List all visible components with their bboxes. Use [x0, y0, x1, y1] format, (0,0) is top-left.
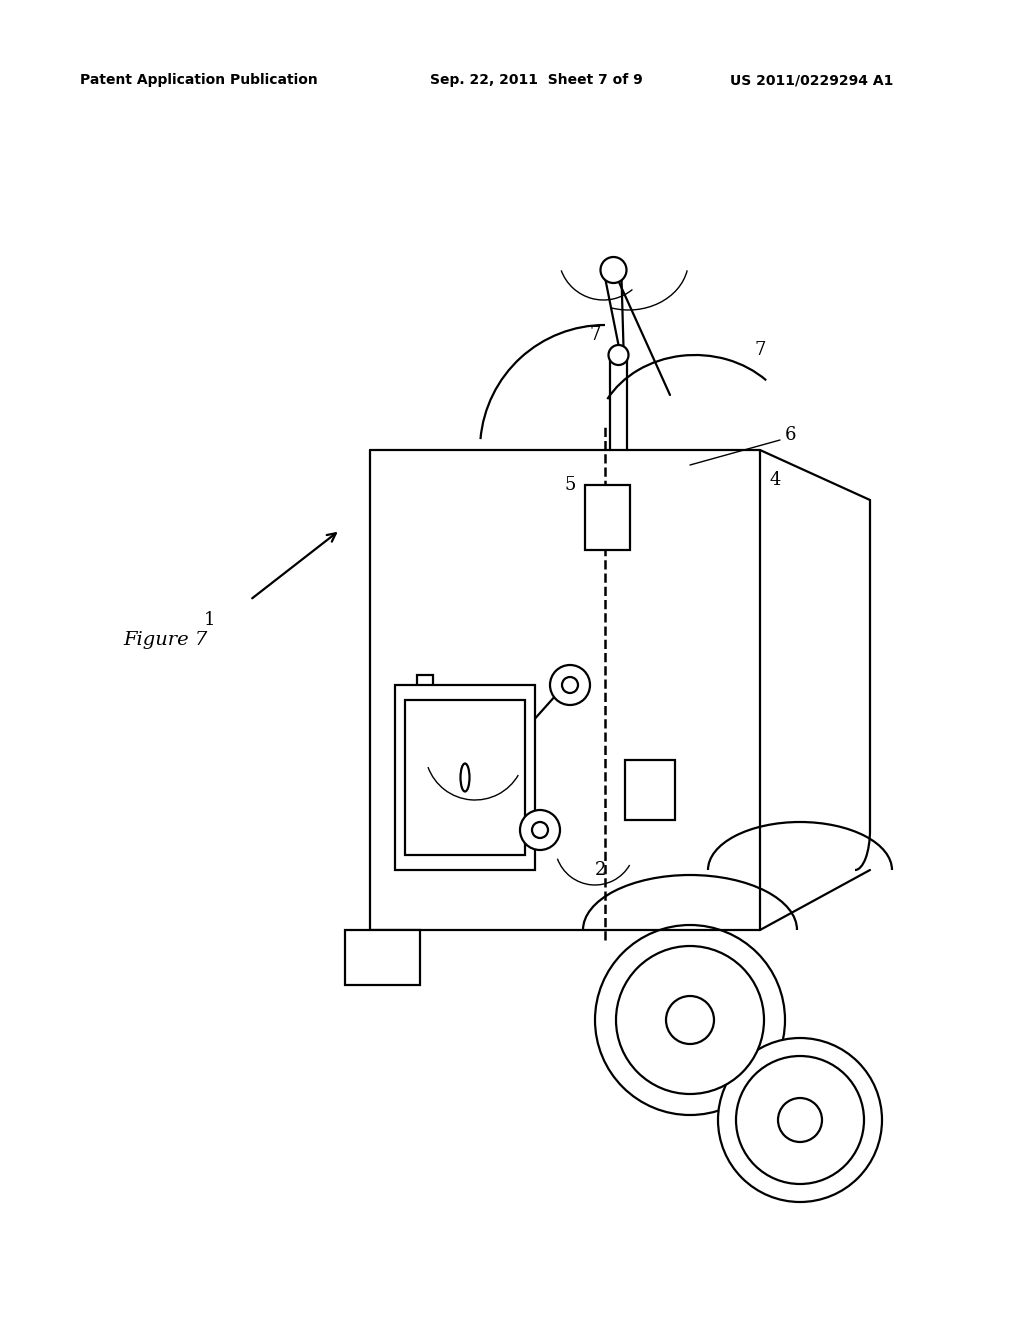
- Circle shape: [608, 345, 629, 366]
- Bar: [406, 700, 525, 855]
- Text: 2: 2: [594, 861, 605, 879]
- Circle shape: [532, 822, 548, 838]
- Text: 9: 9: [450, 766, 461, 784]
- Text: 7: 7: [755, 341, 766, 359]
- Circle shape: [550, 665, 590, 705]
- Text: Figure 7: Figure 7: [123, 631, 207, 649]
- Circle shape: [736, 1056, 864, 1184]
- Circle shape: [778, 1098, 822, 1142]
- Circle shape: [600, 257, 627, 282]
- Text: Sep. 22, 2011  Sheet 7 of 9: Sep. 22, 2011 Sheet 7 of 9: [430, 73, 643, 87]
- Text: 5: 5: [564, 477, 575, 494]
- Ellipse shape: [461, 763, 469, 792]
- Circle shape: [562, 677, 578, 693]
- Bar: [417, 675, 433, 830]
- Text: 3i: 3i: [626, 785, 639, 799]
- Bar: [625, 760, 675, 820]
- Text: 7: 7: [590, 326, 601, 345]
- Bar: [345, 931, 420, 985]
- Text: Patent Application Publication: Patent Application Publication: [80, 73, 317, 87]
- Bar: [395, 685, 535, 870]
- Text: 1: 1: [204, 611, 216, 630]
- Text: US 2011/0229294 A1: US 2011/0229294 A1: [730, 73, 893, 87]
- Text: 6: 6: [784, 426, 796, 444]
- Text: 4: 4: [769, 471, 780, 488]
- Circle shape: [616, 946, 764, 1094]
- Circle shape: [718, 1038, 882, 1203]
- Circle shape: [520, 810, 560, 850]
- Bar: [585, 484, 630, 550]
- Circle shape: [666, 997, 714, 1044]
- Circle shape: [595, 925, 785, 1115]
